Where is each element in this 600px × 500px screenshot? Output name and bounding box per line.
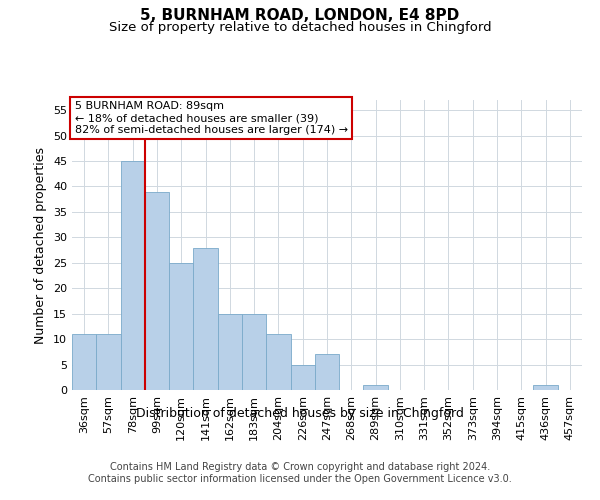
Text: 5, BURNHAM ROAD, LONDON, E4 8PD: 5, BURNHAM ROAD, LONDON, E4 8PD (140, 8, 460, 22)
Bar (290, 364, 315, 390)
Text: Contains public sector information licensed under the Open Government Licence v3: Contains public sector information licen… (88, 474, 512, 484)
Y-axis label: Number of detached properties: Number of detached properties (34, 146, 47, 344)
Text: 5 BURNHAM ROAD: 89sqm
← 18% of detached houses are smaller (39)
82% of semi-deta: 5 BURNHAM ROAD: 89sqm ← 18% of detached … (74, 102, 347, 134)
Bar (218, 314, 242, 390)
Bar (266, 334, 290, 390)
Text: Contains HM Land Registry data © Crown copyright and database right 2024.: Contains HM Land Registry data © Crown c… (110, 462, 490, 472)
Text: Size of property relative to detached houses in Chingford: Size of property relative to detached ho… (109, 21, 491, 34)
Bar (193, 248, 218, 390)
Bar (242, 314, 266, 390)
Bar (145, 192, 169, 390)
Bar (364, 385, 388, 390)
Bar (315, 354, 339, 390)
Bar (72, 334, 96, 390)
Bar (533, 385, 558, 390)
Bar (169, 263, 193, 390)
Bar (121, 161, 145, 390)
Bar (96, 334, 121, 390)
Text: Distribution of detached houses by size in Chingford: Distribution of detached houses by size … (136, 408, 464, 420)
